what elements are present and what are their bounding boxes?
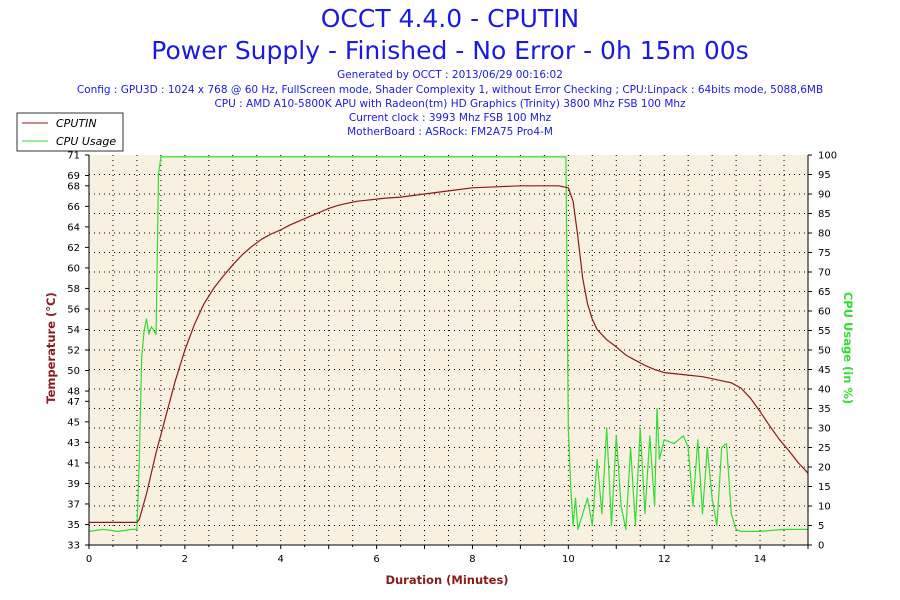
y-tick-label: 54 xyxy=(67,325,80,336)
info-generated: Generated by OCCT : 2013/06/29 00:16:02 xyxy=(337,69,563,81)
y-tick-label: 43 xyxy=(67,438,80,449)
x-tick-label: 8 xyxy=(469,554,475,565)
y-tick-label: 66 xyxy=(67,202,80,213)
x-tick-label: 12 xyxy=(658,554,671,565)
legend-label-cputin: CPUTIN xyxy=(56,117,97,130)
y-tick-label: 60 xyxy=(67,263,80,274)
info-motherboard: MotherBoard : ASRock: FM2A75 Pro4-M xyxy=(347,126,553,138)
y-tick-label: 37 xyxy=(67,499,80,510)
y2-tick-label: 70 xyxy=(818,268,831,279)
y-tick-label: 62 xyxy=(67,243,80,254)
y2-axis-label: CPU Usage (in %) xyxy=(841,292,855,404)
y2-tick-label: 85 xyxy=(818,209,831,220)
y2-tick-label: 25 xyxy=(818,443,831,454)
y2-tick-label: 10 xyxy=(818,502,831,513)
legend: CPUTIN CPU Usage xyxy=(16,112,124,152)
y-tick-label: 64 xyxy=(67,222,80,233)
y-tick-label: 50 xyxy=(67,366,80,377)
y-tick-label: 41 xyxy=(67,458,80,469)
y2-tick-label: 15 xyxy=(818,482,831,493)
y-tick-label: 56 xyxy=(67,304,80,315)
y2-tick-label: 60 xyxy=(818,307,831,318)
y2-tick-label: 95 xyxy=(818,170,831,181)
y2-tick-label: 55 xyxy=(818,326,831,337)
y-tick-label: 48 xyxy=(67,387,80,398)
y2-tick-label: 30 xyxy=(818,424,831,435)
y2-tick-label: 35 xyxy=(818,404,831,415)
x-tick-label: 2 xyxy=(182,554,188,565)
chart-title: OCCT 4.4.0 - CPUTIN xyxy=(320,4,580,33)
info-config: Config : GPU3D : 1024 x 768 @ 60 Hz, Ful… xyxy=(76,84,824,96)
y-tick-label: 45 xyxy=(67,417,80,428)
x-tick-label: 0 xyxy=(86,554,92,565)
x-tick-label: 6 xyxy=(373,554,379,565)
chart-subtitle: Power Supply - Finished - No Error - 0h … xyxy=(151,36,749,65)
legend-box xyxy=(16,112,124,152)
y2-tick-label: 65 xyxy=(818,287,831,298)
y-tick-label: 58 xyxy=(67,284,80,295)
y2-tick-label: 50 xyxy=(818,346,831,357)
y2-tick-label: 20 xyxy=(818,463,831,474)
series-layer xyxy=(88,156,809,532)
y2-tick-label: 5 xyxy=(818,521,824,532)
y2-tick-label: 80 xyxy=(818,229,831,240)
info-cpu: CPU : AMD A10-5800K APU with Radeon(tm) … xyxy=(214,98,686,110)
grid xyxy=(89,155,808,545)
x-axis-label: Duration (Minutes) xyxy=(385,573,508,587)
y2-tick-label: 45 xyxy=(818,365,831,376)
y2-tick-label: 0 xyxy=(818,541,824,552)
series-line-cputin xyxy=(89,185,809,523)
series-line-cpu-usage xyxy=(88,156,808,532)
y2-tick-label: 40 xyxy=(818,385,831,396)
axes: 0510152025303540455055606570758085909510… xyxy=(67,151,837,566)
x-tick-label: 10 xyxy=(562,554,575,565)
y-tick-label: 71 xyxy=(67,151,80,162)
y-tick-label: 68 xyxy=(67,181,80,192)
y-tick-label: 69 xyxy=(67,171,80,182)
y2-tick-label: 75 xyxy=(818,248,831,259)
y-axis-label: Temperature (°C) xyxy=(44,292,58,403)
y-tick-label: 52 xyxy=(67,346,80,357)
y-tick-label: 39 xyxy=(67,479,80,490)
x-tick-label: 14 xyxy=(754,554,767,565)
y-tick-label: 47 xyxy=(67,397,80,408)
legend-label-cpu-usage: CPU Usage xyxy=(56,135,116,148)
y-tick-label: 33 xyxy=(67,541,80,552)
y-tick-label: 35 xyxy=(67,520,80,531)
info-clock: Current clock : 3993 Mhz FSB 100 Mhz xyxy=(348,112,552,124)
y2-tick-label: 100 xyxy=(818,151,837,162)
y2-tick-label: 90 xyxy=(818,190,831,201)
x-tick-label: 4 xyxy=(278,554,284,565)
